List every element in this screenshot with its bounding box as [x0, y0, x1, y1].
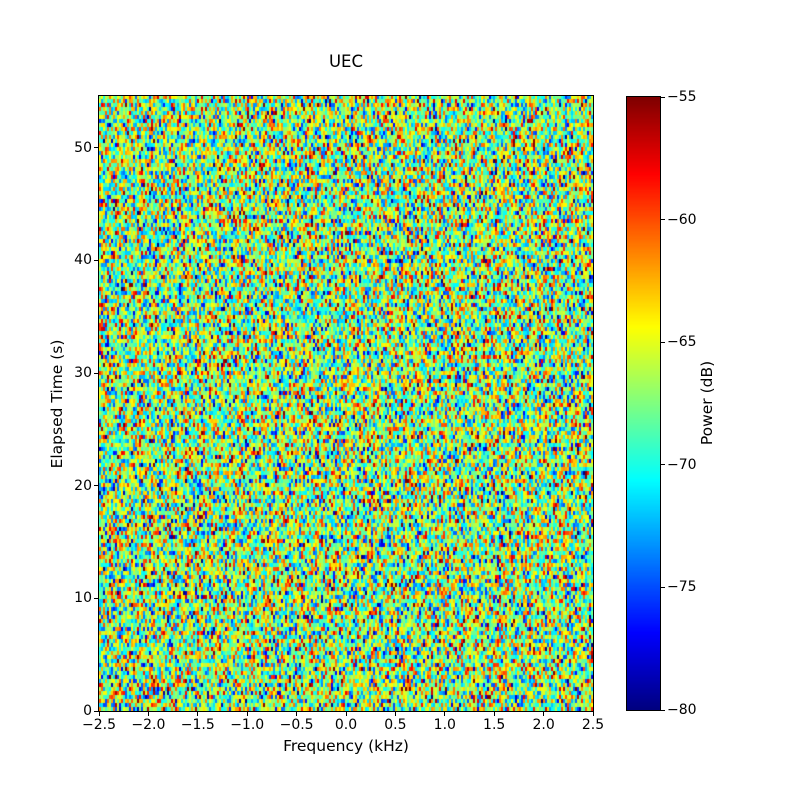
- x-tick-label: 2.5: [581, 717, 605, 733]
- plot-title: UEC: [328, 52, 364, 71]
- y-tick-label: 20: [74, 477, 92, 494]
- colorbar-tick-mark: [661, 586, 665, 588]
- y-tick-label: 0: [83, 703, 92, 719]
- x-tick-mark: [543, 712, 545, 716]
- x-tick-mark: [197, 712, 199, 716]
- colorbar-tick-label: −75: [667, 579, 697, 596]
- y-tick-label: 40: [74, 252, 92, 269]
- colorbar-tick-label: −70: [667, 456, 697, 473]
- x-tick-label: −0.5: [279, 717, 314, 733]
- y-tick-mark: [94, 259, 98, 261]
- y-tick-mark: [94, 710, 98, 712]
- colorbar-tick-mark: [661, 464, 665, 466]
- x-tick-label: 0.0: [334, 717, 358, 733]
- x-axis-label: Frequency (kHz): [283, 737, 409, 755]
- x-tick-label: 1.5: [483, 717, 506, 733]
- x-tick-label: −1.0: [230, 717, 265, 733]
- x-tick-mark: [98, 712, 100, 716]
- colorbar-gradient: [627, 97, 660, 710]
- y-tick-mark: [94, 147, 98, 149]
- colorbar-tick-label: −60: [667, 211, 697, 228]
- x-tick-label: −1.5: [180, 717, 215, 733]
- colorbar-tick-label: −65: [667, 334, 697, 351]
- x-tick-mark: [147, 712, 149, 716]
- x-tick-label: 0.5: [384, 717, 407, 733]
- y-tick-mark: [94, 597, 98, 599]
- x-tick-label: −2.0: [131, 717, 166, 733]
- x-tick-mark: [246, 712, 248, 716]
- y-tick-label: 10: [74, 590, 92, 607]
- colorbar-tick-mark: [661, 341, 665, 343]
- x-tick-mark: [493, 712, 495, 716]
- x-tick-mark: [345, 712, 347, 716]
- colorbar-tick-mark: [661, 709, 665, 711]
- y-tick-label: 50: [74, 139, 92, 156]
- y-axis-label: Elapsed Time (s): [48, 339, 66, 469]
- x-tick-mark: [592, 712, 594, 716]
- colorbar-label: Power (dB): [698, 360, 716, 446]
- colorbar-tick-mark: [661, 219, 665, 221]
- x-tick-mark: [444, 712, 446, 716]
- y-tick-mark: [94, 485, 98, 487]
- x-tick-mark: [296, 712, 298, 716]
- x-tick-label: 2.0: [532, 717, 555, 733]
- y-tick-label: 30: [74, 365, 92, 382]
- y-tick-mark: [94, 372, 98, 374]
- spectrogram-heatmap: [99, 96, 593, 711]
- colorbar-tick-mark: [661, 96, 665, 98]
- x-tick-mark: [394, 712, 396, 716]
- colorbar-tick-label: −55: [667, 89, 697, 105]
- x-tick-label: −2.5: [82, 717, 116, 733]
- colorbar-tick-label: −80: [667, 702, 697, 718]
- x-tick-label: 1.0: [433, 717, 456, 733]
